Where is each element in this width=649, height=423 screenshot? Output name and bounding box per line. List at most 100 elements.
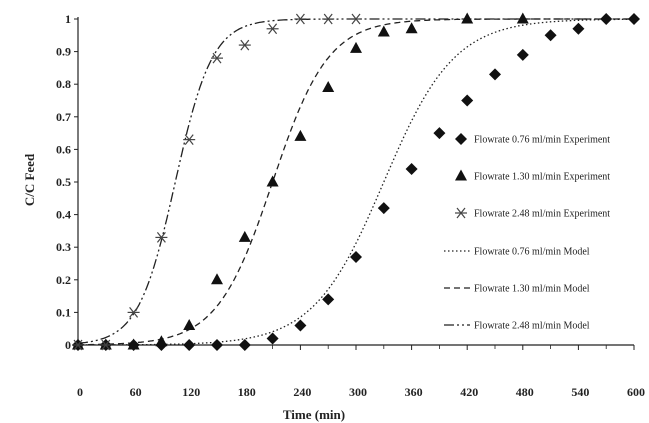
x-tick-label: 480 bbox=[516, 385, 534, 399]
asterisk-stroke bbox=[351, 13, 361, 25]
y-tick-label: 0.4 bbox=[56, 208, 71, 222]
diamond-marker bbox=[516, 48, 529, 61]
y-tick-label: 0.5 bbox=[56, 175, 71, 189]
diamond-marker bbox=[405, 162, 418, 175]
asterisk-stroke bbox=[212, 52, 222, 64]
legend-item: Flowrate 0.76 ml/min Model bbox=[444, 247, 590, 258]
y-tick-label: 0.7 bbox=[56, 110, 71, 124]
asterisk-stroke bbox=[295, 13, 305, 25]
triangle-marker bbox=[461, 12, 474, 24]
x-tick-label: 0 bbox=[77, 385, 83, 399]
asterisk-stroke bbox=[156, 232, 166, 243]
diamond-marker bbox=[544, 29, 557, 42]
y-tick-label: 1 bbox=[65, 12, 71, 26]
x-tick-label: 180 bbox=[238, 385, 256, 399]
triangle-marker bbox=[294, 129, 307, 141]
x-tick-label: 600 bbox=[627, 385, 645, 399]
legend-item: Flowrate 1.30 ml/min Experiment bbox=[455, 169, 610, 183]
diamond-marker bbox=[294, 319, 307, 332]
x-tick-label: 240 bbox=[293, 385, 311, 399]
x-tick-label: 540 bbox=[571, 385, 589, 399]
diamond-marker bbox=[489, 68, 501, 81]
legend-label: Flowrate 2.48 ml/min Experiment bbox=[474, 209, 610, 220]
asterisk-marker bbox=[455, 207, 467, 219]
axes: 0 60 120 180 240 300 360 420 480 540 600 0 0.1 0.2 0.3… bbox=[56, 12, 645, 399]
y-tick-label: 0.1 bbox=[56, 305, 71, 319]
diamond-marker bbox=[572, 22, 585, 35]
asterisk-stroke bbox=[129, 307, 139, 318]
data-markers bbox=[72, 12, 640, 351]
y-tick-label: 0.2 bbox=[56, 273, 71, 287]
asterisk-marker bbox=[350, 13, 362, 25]
diamond-marker bbox=[600, 13, 613, 25]
triangle-marker bbox=[99, 338, 112, 350]
asterisk-marker bbox=[127, 307, 140, 318]
asterisk-stroke bbox=[73, 339, 83, 351]
legend-label: Flowrate 1.30 ml/min Experiment bbox=[474, 172, 610, 183]
legend-label: Flowrate 1.30 ml/min Model bbox=[474, 284, 590, 295]
y-tick-label: 0.9 bbox=[56, 45, 71, 59]
triangle-marker bbox=[127, 338, 140, 350]
legend-item: Flowrate 2.48 ml/min Experiment bbox=[455, 207, 610, 220]
asterisk-stroke bbox=[240, 39, 250, 51]
diamond-marker bbox=[350, 250, 362, 263]
triangle-marker bbox=[455, 169, 467, 181]
x-tick-label: 420 bbox=[460, 385, 478, 399]
x-tick-label: 120 bbox=[182, 385, 200, 399]
triangle-marker bbox=[72, 338, 84, 350]
legend-item: Flowrate 1.30 ml/min Model bbox=[444, 284, 590, 295]
asterisk-marker bbox=[294, 13, 307, 25]
diamond-marker bbox=[455, 133, 467, 145]
legend-label: Flowrate 0.76 ml/min Experiment bbox=[474, 135, 610, 146]
legend-label: Flowrate 0.76 ml/min Model bbox=[474, 247, 590, 258]
legend-item: Flowrate 0.76 ml/min Experiment bbox=[455, 133, 610, 146]
diamond-marker bbox=[461, 94, 474, 107]
triangle-marker bbox=[266, 175, 279, 187]
x-tick-label: 60 bbox=[130, 385, 142, 399]
diamond-marker bbox=[238, 339, 251, 351]
asterisk-marker bbox=[155, 232, 168, 243]
triangle-marker bbox=[211, 273, 223, 285]
asterisk-stroke bbox=[456, 207, 466, 219]
y-tick-label: 0.3 bbox=[56, 240, 71, 254]
y-tick-label: 0.6 bbox=[56, 142, 71, 156]
triangle-marker bbox=[238, 230, 251, 242]
model-curve bbox=[78, 18, 634, 346]
asterisk-stroke bbox=[184, 134, 194, 145]
y-tick-label: 0 bbox=[65, 338, 71, 352]
asterisk-marker bbox=[211, 52, 223, 64]
legend: Flowrate 0.76 ml/min Experiment Flowrate … bbox=[444, 133, 610, 332]
model-curve bbox=[78, 18, 634, 346]
asterisk-marker bbox=[72, 339, 84, 351]
x-tick-label: 360 bbox=[405, 385, 423, 399]
legend-label: Flowrate 2.48 ml/min Model bbox=[474, 321, 590, 332]
diamond-marker bbox=[433, 127, 446, 140]
legend-item: Flowrate 2.48 ml/min Model bbox=[444, 321, 590, 332]
triangle-marker bbox=[322, 80, 335, 92]
diamond-marker bbox=[211, 339, 223, 351]
triangle-marker bbox=[516, 12, 529, 24]
asterisk-marker bbox=[99, 339, 112, 351]
asterisk-marker bbox=[183, 134, 196, 145]
diamond-marker bbox=[266, 332, 279, 345]
diamond-marker bbox=[628, 13, 640, 25]
triangle-marker bbox=[183, 318, 196, 330]
triangle-marker bbox=[405, 22, 418, 34]
y-tick-label: 0.8 bbox=[56, 77, 71, 91]
x-tick-label: 300 bbox=[349, 385, 367, 399]
diamond-marker bbox=[322, 293, 335, 306]
asterisk-stroke bbox=[101, 339, 111, 351]
x-axis-title: Time (min) bbox=[283, 407, 345, 422]
asterisk-marker bbox=[238, 39, 251, 51]
y-axis-title: C/C Feed bbox=[22, 153, 37, 206]
asterisk-marker bbox=[266, 23, 279, 35]
triangle-marker bbox=[155, 335, 168, 347]
diamond-marker bbox=[183, 339, 196, 351]
diamond-marker bbox=[377, 202, 390, 215]
triangle-marker bbox=[350, 41, 362, 53]
triangle-marker bbox=[377, 25, 390, 37]
asterisk-stroke bbox=[323, 13, 333, 25]
asterisk-marker bbox=[322, 13, 335, 25]
asterisk-stroke bbox=[268, 23, 278, 35]
